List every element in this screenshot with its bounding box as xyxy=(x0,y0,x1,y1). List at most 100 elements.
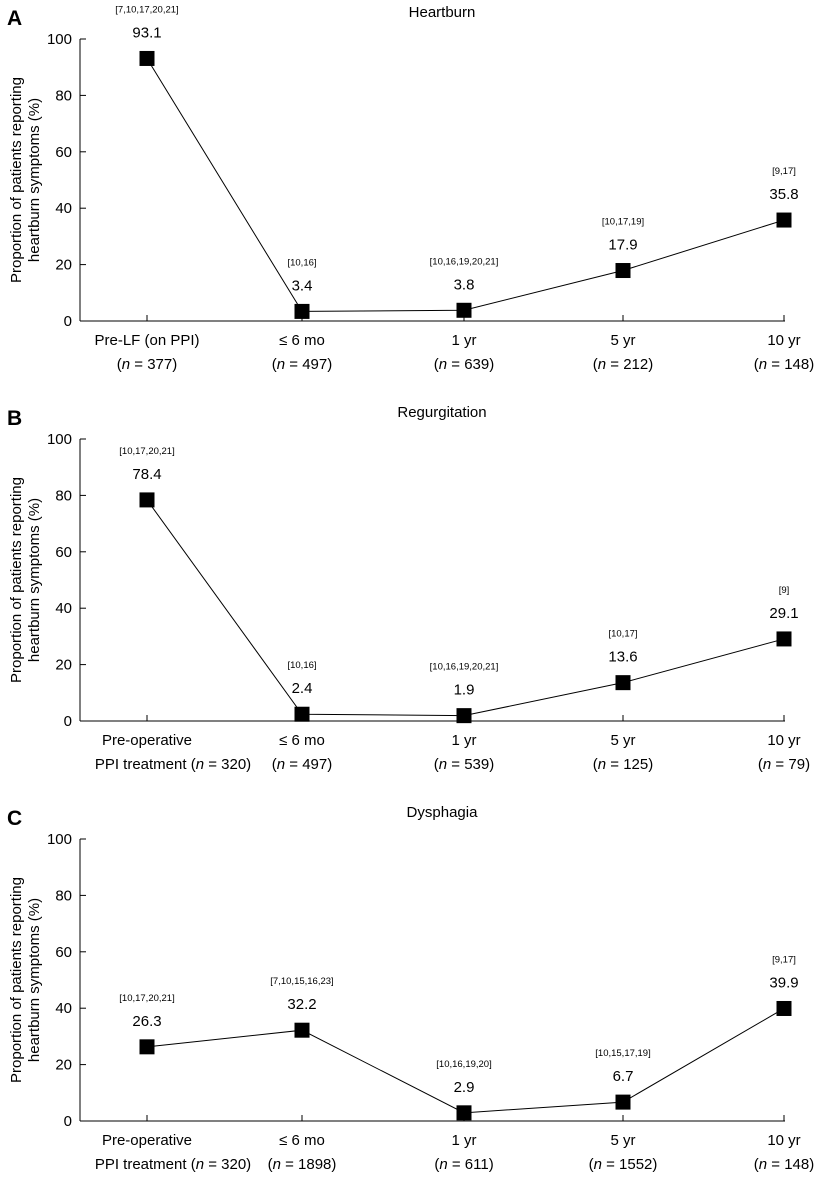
n-symbol: n xyxy=(598,356,606,373)
paren-close: ) xyxy=(246,756,251,773)
n-symbol: n xyxy=(598,756,606,773)
reference-label: [10,17] xyxy=(608,629,637,640)
data-point xyxy=(456,302,472,318)
data-label: 2.9 xyxy=(454,1079,475,1096)
y-tick-label: 80 xyxy=(55,887,72,904)
paren-close: ) xyxy=(809,1156,814,1173)
x-label-prefix: PPI treatment xyxy=(95,756,191,773)
paren-close: ) xyxy=(652,1156,657,1173)
n-symbol: n xyxy=(273,1156,281,1173)
n-symbol: n xyxy=(759,1156,767,1173)
reference-label: [10,16,19,20,21] xyxy=(430,256,499,267)
y-tick-label: 100 xyxy=(47,831,72,848)
data-point xyxy=(776,1000,792,1016)
reference-label: [10,17,20,21] xyxy=(119,446,174,457)
x-sample-size-label: (n = 125) xyxy=(593,756,653,773)
reference-label: [10,17,19] xyxy=(602,217,644,228)
n-value: 1898 xyxy=(298,1156,331,1173)
reference-label: [10,15,17,19] xyxy=(595,1048,650,1059)
n-value: 639 xyxy=(464,356,489,373)
x-category-label: 10 yr xyxy=(767,332,800,349)
n-symbol: n xyxy=(196,756,204,773)
data-label: 3.4 xyxy=(292,277,313,294)
x-sample-size-label: (n = 497) xyxy=(272,756,332,773)
n-symbol: n xyxy=(439,1156,447,1173)
x-category-label: Pre-LF (on PPI) xyxy=(94,332,199,349)
paren-open: ( xyxy=(272,756,277,773)
data-label: 35.8 xyxy=(769,186,798,203)
n-value: 79 xyxy=(788,756,805,773)
x-sample-size-label: (n = 611) xyxy=(434,1156,493,1173)
x-category-label: Pre-operative xyxy=(102,732,192,749)
paren-open: ( xyxy=(593,756,598,773)
panel-a: A Heartburn Proportion of patients reporti… xyxy=(7,4,814,373)
n-symbol: n xyxy=(439,756,447,773)
y-tick-label: 60 xyxy=(55,144,72,161)
y-tick-label: 0 xyxy=(64,313,72,330)
panel-letter: C xyxy=(7,807,22,830)
data-label: 17.9 xyxy=(608,237,637,254)
y-tick-label: 40 xyxy=(55,600,72,617)
reference-label: [9,17] xyxy=(772,166,796,177)
x-category-label: 10 yr xyxy=(767,1132,800,1149)
paren-open: ( xyxy=(117,356,122,373)
paren-open: ( xyxy=(754,356,759,373)
paren-close: ) xyxy=(489,356,494,373)
y-tick-label: 0 xyxy=(64,1113,72,1130)
y-axis-label-line: Proportion of patients reporting xyxy=(8,477,25,683)
data-label: 32.2 xyxy=(287,996,316,1013)
n-symbol: n xyxy=(759,356,767,373)
y-tick-label: 80 xyxy=(55,87,72,104)
data-point xyxy=(294,1022,310,1038)
y-axis-label-line: Proportion of patients reporting xyxy=(8,77,25,283)
paren-open: ( xyxy=(589,1156,594,1173)
y-tick-label: 40 xyxy=(55,200,72,217)
y-tick-label: 60 xyxy=(55,944,72,961)
x-label-prefix: PPI treatment xyxy=(95,1156,191,1173)
x-sample-size-label: (n = 148) xyxy=(754,1156,814,1173)
paren-close: ) xyxy=(805,756,810,773)
paren-open: ( xyxy=(434,756,439,773)
n-equals: = xyxy=(602,1156,619,1173)
n-value: 377 xyxy=(147,356,172,373)
x-category-label: 10 yr xyxy=(767,732,800,749)
data-label: 13.6 xyxy=(608,649,637,666)
reference-label: [10,16] xyxy=(287,660,316,671)
data-label: 6.7 xyxy=(613,1068,634,1085)
n-equals: = xyxy=(771,756,788,773)
y-axis-label: Proportion of patients reportingheartbur… xyxy=(8,77,43,283)
x-sample-size-label: PPI treatment (n = 320) xyxy=(95,1156,251,1173)
x-sample-size-label: PPI treatment (n = 320) xyxy=(95,756,251,773)
n-value: 497 xyxy=(302,756,327,773)
n-equals: = xyxy=(447,356,464,373)
reference-label: [9,17] xyxy=(772,954,796,965)
n-symbol: n xyxy=(122,356,130,373)
data-point xyxy=(294,706,310,722)
data-label: 2.4 xyxy=(292,680,313,697)
data-point xyxy=(456,1105,472,1121)
data-point xyxy=(776,631,792,647)
paren-open: ( xyxy=(593,356,598,373)
chart-title: Dysphagia xyxy=(407,804,479,821)
n-symbol: n xyxy=(439,356,447,373)
reference-label: [10,16] xyxy=(287,257,316,268)
n-equals: = xyxy=(204,756,221,773)
x-sample-size-label: (n = 1898) xyxy=(268,1156,337,1173)
n-equals: = xyxy=(767,356,784,373)
paren-close: ) xyxy=(809,356,814,373)
paren-close: ) xyxy=(327,356,332,373)
n-equals: = xyxy=(285,756,302,773)
data-label: 93.1 xyxy=(132,24,161,41)
data-label: 3.8 xyxy=(454,276,475,293)
paren-close: ) xyxy=(327,756,332,773)
x-sample-size-label: (n = 639) xyxy=(434,356,494,373)
y-tick-label: 100 xyxy=(47,431,72,448)
data-point xyxy=(456,708,472,724)
x-sample-size-label: (n = 497) xyxy=(272,356,332,373)
x-category-label: 5 yr xyxy=(610,1132,635,1149)
data-point xyxy=(615,1094,631,1110)
y-axis-label: Proportion of patients reportingheartbur… xyxy=(8,877,43,1083)
x-category-label: ≤ 6 mo xyxy=(279,332,325,349)
x-sample-size-label: (n = 148) xyxy=(754,356,814,373)
